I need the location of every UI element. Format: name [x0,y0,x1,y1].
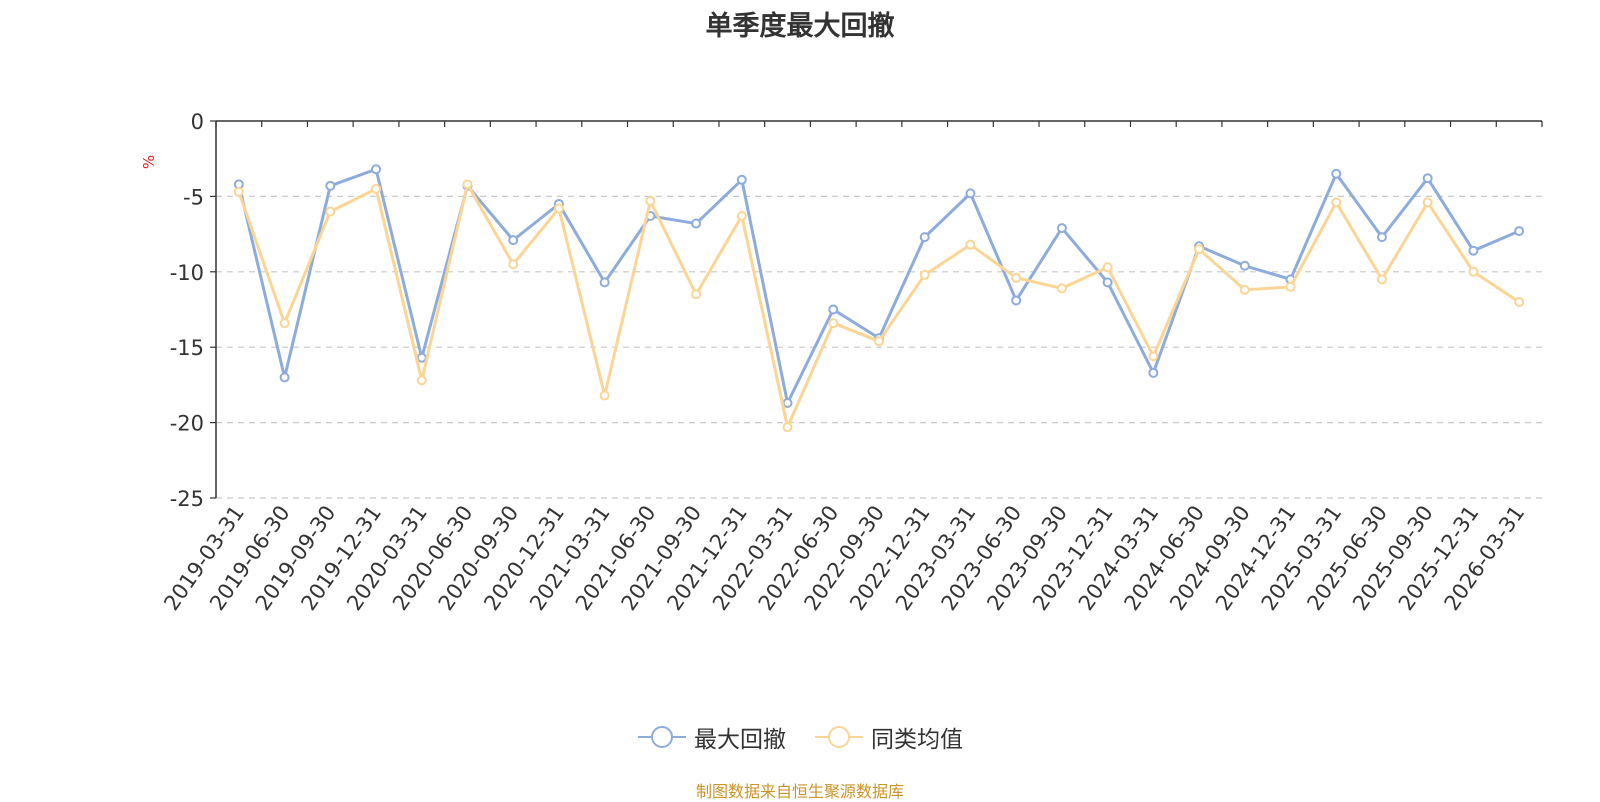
data-point [325,180,336,191]
data-point [1194,244,1205,255]
data-point [1331,168,1342,179]
data-point [1102,262,1113,273]
data-point [1514,296,1525,307]
data-source-note: 制图数据来自恒生聚源数据库 [695,782,904,801]
data-point [919,269,930,280]
data-point [371,183,382,194]
data-point [1376,274,1387,285]
data-point [416,352,427,363]
series-layer [233,164,1525,433]
data-point [599,277,610,288]
legend-item-max-drawdown[interactable]: 最大回撤 [638,722,786,753]
data-point [1056,223,1067,234]
data-point [371,164,382,175]
data-point [1239,260,1250,271]
data-point [233,186,244,197]
data-point [1011,272,1022,283]
data-point [279,372,290,383]
y-tick-label: 0 [191,110,204,134]
y-axis-label: % [140,155,158,169]
series-line [237,167,1520,405]
data-point [599,390,610,401]
legend-label: 同类均值 [871,727,963,753]
data-point [508,235,519,246]
series-1 [233,179,1525,433]
data-point [736,174,747,185]
y-tick-label: -20 [170,412,204,436]
y-tick-label: -25 [170,487,204,511]
data-point [782,397,793,408]
data-point [919,232,930,243]
data-point [1422,173,1433,184]
y-tick-label: -15 [170,336,204,360]
legend-circle-line-icon [815,726,863,748]
legend-item-peer-average[interactable]: 同类均值 [815,722,963,753]
data-point [1468,266,1479,277]
data-point [1148,367,1159,378]
data-point [965,239,976,250]
data-point [736,211,747,222]
data-point [1239,284,1250,295]
data-point [1285,281,1296,292]
data-point [1056,283,1067,294]
series-0 [233,164,1525,408]
legend-circle-line-icon [638,726,686,748]
data-point [1468,245,1479,256]
axes: 0-5-10-15-20-252019-03-312019-06-302019-… [159,110,1543,615]
data-point [416,375,427,386]
grid-lines [216,195,1542,499]
data-point [965,188,976,199]
data-point [645,195,656,206]
data-point [1422,197,1433,208]
data-point [325,206,336,217]
data-point [553,203,564,214]
data-point [1376,232,1387,243]
data-point [691,218,702,229]
data-point [1102,277,1113,288]
data-point [874,336,884,347]
data-point [1331,197,1342,208]
data-point [462,179,473,190]
data-point [279,318,290,329]
data-point [1148,351,1159,362]
data-point [691,289,702,300]
series-line [237,182,1520,429]
legend-label: 最大回撤 [694,727,786,753]
data-point [1514,226,1525,237]
y-tick-label: -5 [183,185,204,209]
data-point [828,304,839,315]
data-point [828,318,839,329]
data-point [508,259,519,270]
data-point [782,422,793,433]
data-point [1011,295,1022,306]
y-tick-label: -10 [170,261,204,285]
chart-title: 单季度最大回撤 [705,11,895,42]
